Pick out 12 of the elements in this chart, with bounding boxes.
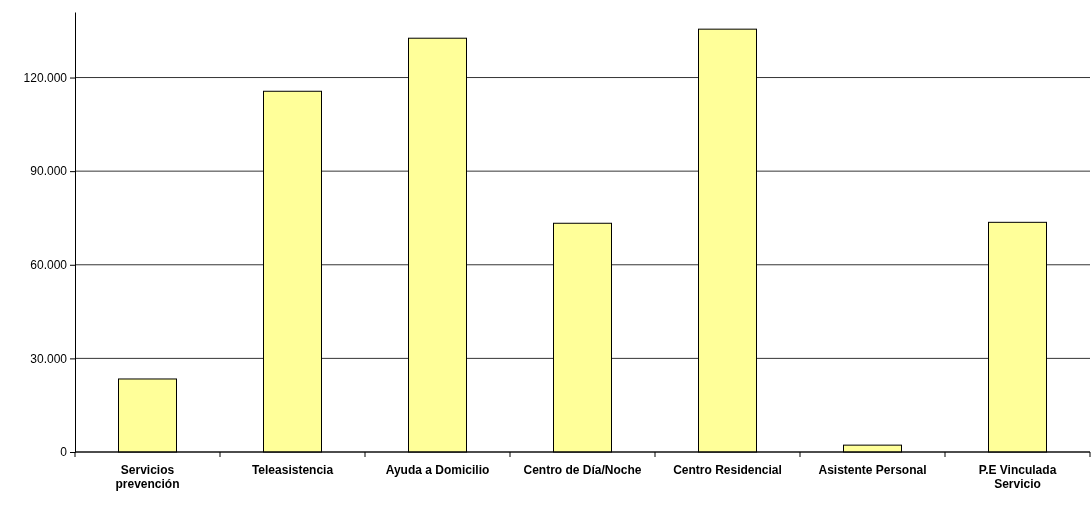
y-tick-label: 60.000: [30, 258, 68, 273]
x-tick-label: Centro Residencial: [673, 463, 782, 477]
x-tick-label: Centro de Día/Noche: [523, 463, 642, 477]
x-tick-label: Ayuda a Domicilio: [385, 463, 490, 477]
x-tick-label: Asistente Personal: [818, 463, 927, 477]
y-tick-label: 90.000: [30, 164, 68, 179]
x-tick-label: Servicios prevención: [115, 463, 180, 491]
y-tick-label: 0: [60, 445, 68, 460]
x-tick-label: Teleasistencia: [251, 463, 334, 477]
y-tick-label: 120.000: [23, 70, 68, 85]
x-tick-label: P.E Vinculada Servicio: [978, 463, 1057, 491]
y-tick-label: 30.000: [30, 351, 68, 366]
